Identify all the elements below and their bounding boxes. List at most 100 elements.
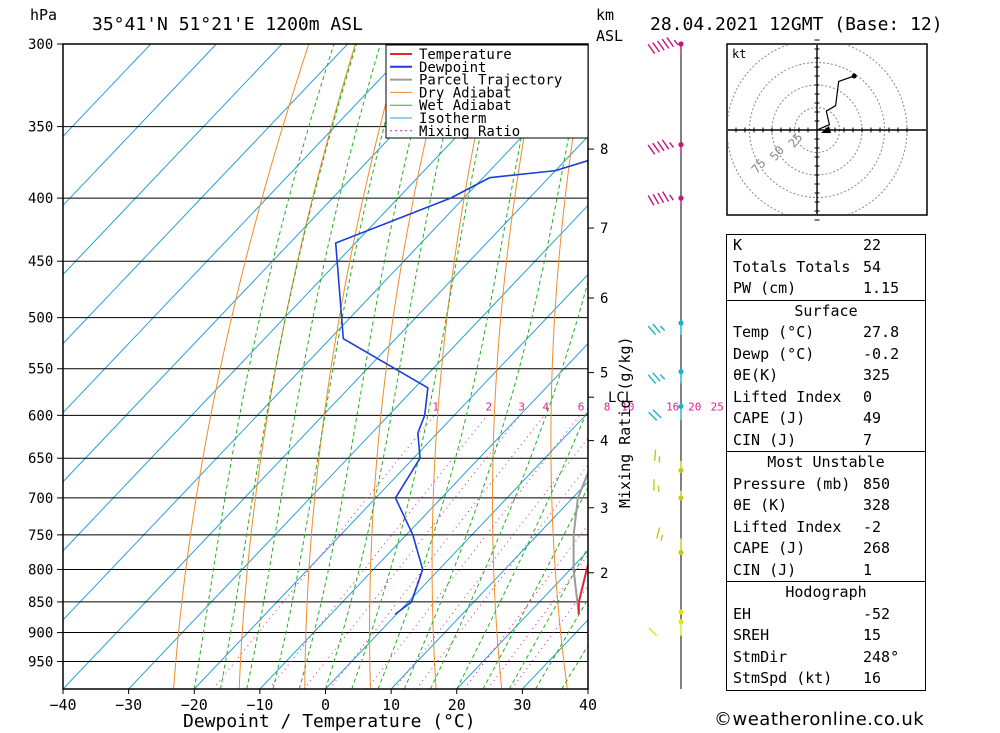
label-surface-thetae: θE(K) [733,366,779,384]
mixing-ratio-value: 20 [688,401,701,414]
dry-adiabat-line [431,44,496,689]
label-k: K [733,236,743,254]
value-pw: 1.15 [863,279,900,297]
surface-row-li: Lifted Index 0 [727,387,925,409]
hodo-row-eh: EH -52 [727,604,925,626]
height-tick-label: 5 [600,366,608,382]
mixing-ratio-line [329,415,545,689]
pressure-tick-label: 600 [28,408,53,424]
label-surface-temp: Temp (°C) [733,323,815,341]
pressure-tick-label: 400 [28,191,53,207]
hodo-row-stmdir: StmDir 248° [727,647,925,669]
value-mu-pressure: 850 [863,474,891,493]
surface-title: Surface [794,301,858,320]
surface-row-thetae: θE(K) 325 [727,365,925,387]
pressure-tick-label: 950 [28,655,53,671]
legend-entry: Isotherm [419,111,486,127]
wind-barb-half-feather [659,374,666,380]
pressure-unit: hPa [30,6,57,24]
pressure-tick-label: 450 [28,254,53,270]
isotherm-line [128,204,588,689]
mixing-ratio-value: 4 [542,401,549,414]
hodograph-unit: kt [732,47,746,61]
mixing-ratio-line [487,554,588,689]
dry-adiabat-line [960,44,1000,689]
mixing-ratio-value: 2 [485,401,492,414]
x-axis-label: Dewpoint / Temperature (°C) [183,711,476,732]
most-unstable-section: Most Unstable Pressure (mb) 850 θE (K) 328… [727,451,925,581]
mixing-ratio-value: 3 [518,401,525,414]
dry-adiabat-line [173,44,310,689]
value-stmdir: 248° [863,647,900,666]
wind-barb-feather [661,38,670,49]
mixing-ratio-line [268,415,488,689]
pressure-axis: 300 350 400 450 500 550 600 650 700 750 800 850 900 9… [28,37,63,671]
pressure-tick-label: 900 [28,626,53,642]
isotherm-line [390,481,588,689]
isotherm-line [193,273,588,689]
legend-entry: Dry Adiabat [419,85,512,101]
hodograph-endpoint [851,73,857,79]
wind-barb-feather [647,43,656,54]
lcl-label: LCL [608,390,633,406]
isotherm-line [63,66,588,621]
mixing-ratio-line [303,415,521,689]
most-unstable-title: Most Unstable [767,453,885,471]
copyright-link[interactable]: ©weatheronline.co.uk [714,709,925,730]
wind-barb-feather [666,37,675,48]
mixing-ratio-line [394,437,588,689]
mixing-ratio-value: 6 [578,401,585,414]
wind-barb-dot [678,195,684,201]
temp-tick-label: 10 [382,696,400,714]
value-mu-thetae: 328 [863,496,891,514]
wind-barb-feather [656,527,661,539]
wind-barb-half-feather [659,325,666,332]
wet-adiabat-line [430,279,588,689]
dewpoint-line [334,159,588,616]
mixing-ratio-line [416,464,588,689]
height-unit-top: km [596,6,614,24]
wet-adiabat-line [403,44,588,689]
dry-adiabat-line [304,44,403,689]
label-pw: PW (cm) [733,279,797,297]
wind-barb [647,37,684,54]
label-srh: SREH [733,626,770,644]
mixing-ratio-value: 10 [621,401,634,414]
pressure-tick-label: 500 [28,311,53,327]
isotherm-line [63,44,217,207]
wind-barb-feather [652,142,660,153]
index-row-tt: Totals Totals 54 [727,257,925,279]
wind-barb-feather [662,191,670,202]
dry-adiabat-line [491,44,542,689]
storm-motion-marker [821,126,831,133]
wind-barb [648,403,684,421]
wind-barb-feather [652,409,662,419]
label-mu-pressure: Pressure (mb) [733,474,851,493]
value-stmspd: 16 [863,669,882,687]
temp-tick-label: −10 [246,696,273,714]
value-tt: 54 [863,257,882,276]
mixing-ratio-value: 8 [604,401,611,414]
wind-barb-feather [647,374,657,384]
wind-barb [653,479,684,501]
hodograph-title: Hodograph [785,583,867,601]
temperature-axis: −40 −30 −20 −10 0 10 20 30 40 [49,689,597,714]
wet-adiabat-line [351,44,501,689]
height-tick-label: 4 [600,434,608,450]
label-eh: EH [733,604,752,623]
pressure-tick-label: 700 [28,491,53,507]
mixing-ratio-value: 25 [711,401,724,414]
label-mu-thetae: θE (K) [733,496,788,514]
value-surface-cape: 49 [863,409,882,427]
indices-panel: K 22 Totals Totals 54 PW (cm) 1.15 Surface … [726,234,926,691]
value-k: 22 [863,236,882,254]
mixing-ratio-value: 1 [432,401,439,414]
wind-barb [647,139,684,155]
value-surface-thetae: 325 [863,366,891,384]
temp-tick-label: 30 [513,696,531,714]
label-mu-cin: CIN (J) [733,560,797,579]
label-surface-li: Lifted Index [733,387,842,406]
wind-barb-feather [647,195,655,206]
